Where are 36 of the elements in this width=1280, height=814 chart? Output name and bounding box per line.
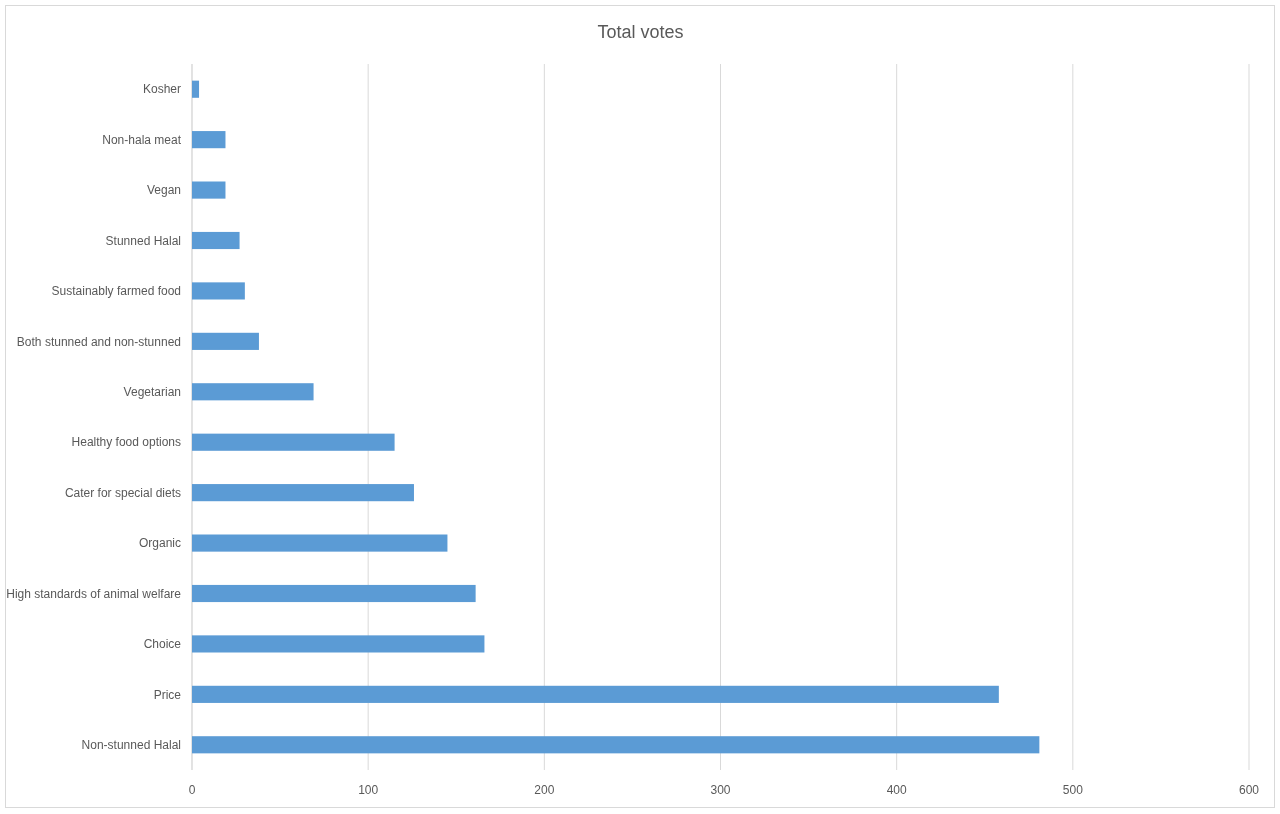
y-tick-label: Non-hala meat — [102, 132, 182, 147]
y-tick-label: Choice — [143, 637, 182, 652]
y-tick-label: Vegetarian — [123, 384, 181, 399]
bar — [192, 181, 226, 199]
bar — [192, 484, 414, 502]
y-tick-label: Vegan — [146, 183, 181, 198]
bar — [192, 231, 240, 250]
bar — [192, 80, 200, 98]
x-tick-label: 500 — [1062, 783, 1084, 797]
x-tick-label: 600 — [1238, 783, 1260, 797]
y-tick-label: High standards of animal welfare — [6, 586, 182, 601]
bar — [192, 635, 485, 653]
y-tick-label: Stunned Halal — [105, 233, 181, 248]
x-tick-label: 300 — [710, 783, 731, 797]
y-tick-label: Cater for special diets — [64, 485, 181, 500]
y-tick-label: Non-stunned Halal — [81, 737, 181, 752]
x-tick-label: 400 — [886, 783, 907, 797]
bar — [192, 736, 1040, 754]
y-tick-label: Both stunned and non-stunned — [16, 334, 181, 349]
y-tick-label: Sustainably farmed food — [51, 284, 181, 299]
bar — [192, 383, 314, 401]
y-tick-label: Healthy food options — [71, 435, 181, 450]
x-tick-label: 100 — [358, 783, 379, 797]
bar — [192, 131, 226, 149]
chart-title: Total votes — [597, 22, 684, 42]
bar — [192, 685, 999, 703]
bar — [192, 332, 259, 350]
bar — [192, 433, 395, 451]
y-tick-label: Price — [153, 687, 182, 702]
x-tick-label: 200 — [534, 783, 555, 797]
y-tick-label: Kosher — [142, 82, 181, 97]
bar — [192, 282, 245, 300]
bar — [192, 584, 476, 603]
bar — [192, 534, 448, 552]
y-tick-label: Organic — [138, 536, 181, 551]
x-tick-label: 0 — [188, 783, 196, 797]
